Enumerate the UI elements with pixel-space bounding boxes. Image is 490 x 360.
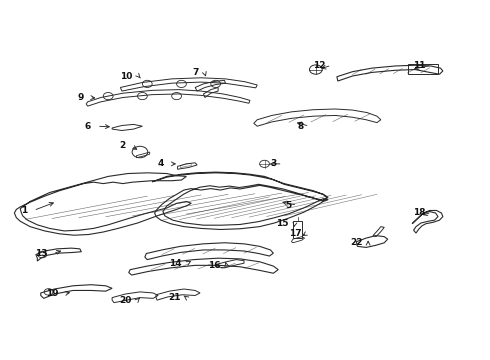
Text: 4: 4 xyxy=(158,159,164,168)
Text: 21: 21 xyxy=(168,293,180,302)
Text: 16: 16 xyxy=(208,261,220,270)
Text: 10: 10 xyxy=(120,72,133,81)
Text: 12: 12 xyxy=(313,61,326,70)
Text: 22: 22 xyxy=(350,238,362,247)
Text: 7: 7 xyxy=(192,68,198,77)
Text: 19: 19 xyxy=(46,289,58,298)
Text: 8: 8 xyxy=(297,122,304,131)
Text: 5: 5 xyxy=(285,201,292,210)
Text: 14: 14 xyxy=(169,259,181,268)
Text: 9: 9 xyxy=(77,93,84,102)
Text: 15: 15 xyxy=(276,219,289,228)
Text: 2: 2 xyxy=(119,141,125,150)
Text: 3: 3 xyxy=(270,159,277,168)
Text: 13: 13 xyxy=(35,249,47,258)
Text: 1: 1 xyxy=(22,206,27,215)
Text: 17: 17 xyxy=(289,229,301,238)
Text: 11: 11 xyxy=(413,61,426,70)
Text: 18: 18 xyxy=(413,208,426,217)
Text: 20: 20 xyxy=(119,296,132,305)
Text: 6: 6 xyxy=(85,122,91,131)
